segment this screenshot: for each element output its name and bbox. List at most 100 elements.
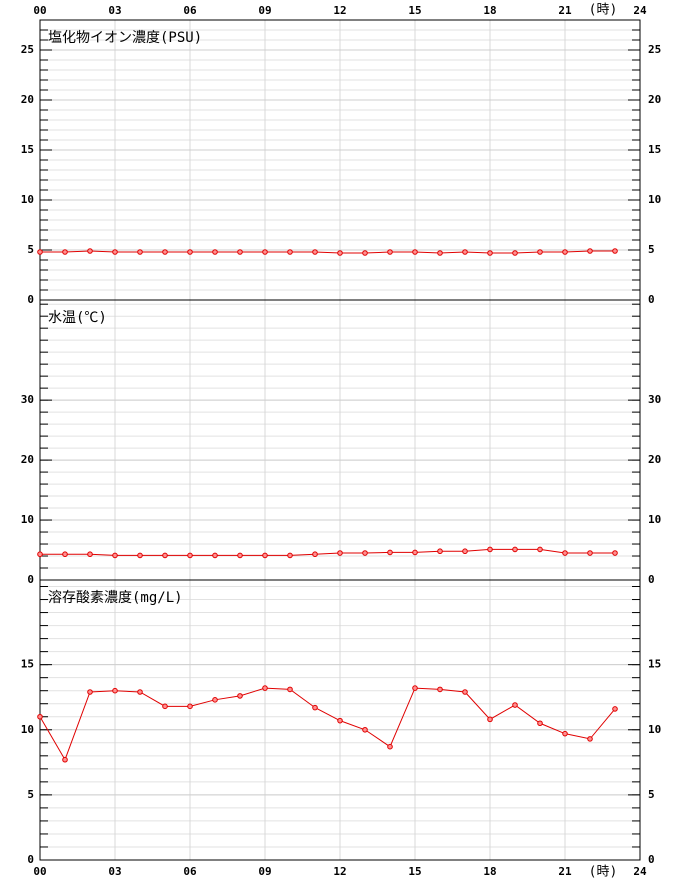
y-tick-label: 15 xyxy=(21,658,34,671)
data-point xyxy=(187,249,193,255)
data-line xyxy=(40,548,615,556)
data-line xyxy=(39,687,616,761)
x-tick-label: 00 xyxy=(33,865,46,878)
x-tick-label: 24 xyxy=(633,4,647,17)
data-point xyxy=(612,248,618,254)
data-point xyxy=(462,689,468,695)
data-point xyxy=(112,249,118,255)
data-point xyxy=(437,548,443,555)
data-point xyxy=(462,249,468,255)
y-tick-label: 0 xyxy=(27,573,34,586)
data-point xyxy=(362,250,368,256)
data-point xyxy=(162,249,168,255)
x-tick-label: 06 xyxy=(183,865,197,878)
y-tick-label: 5 xyxy=(27,788,34,801)
data-point xyxy=(387,249,393,255)
x-axis-unit: (時) xyxy=(589,865,618,880)
data-point xyxy=(562,249,568,255)
data-point xyxy=(212,697,218,703)
data-point xyxy=(312,551,318,558)
data-point xyxy=(37,713,43,720)
x-tick-label: 03 xyxy=(108,865,121,878)
data-point xyxy=(362,550,368,556)
data-point xyxy=(337,717,343,724)
data-point xyxy=(387,549,393,556)
data-point xyxy=(87,689,93,695)
y-tick-label: 0 xyxy=(27,293,34,306)
data-point xyxy=(262,552,268,559)
y2-tick-label: 30 xyxy=(648,393,661,406)
data-point xyxy=(462,548,468,555)
data-point xyxy=(562,550,568,556)
x-tick-label: 18 xyxy=(483,865,496,878)
x-tick-label: 24 xyxy=(633,865,647,878)
x-tick-label: 06 xyxy=(183,4,197,17)
data-point xyxy=(412,249,418,255)
y2-tick-label: 5 xyxy=(648,243,655,256)
data-point xyxy=(612,706,618,712)
data-point xyxy=(187,703,193,710)
data-point xyxy=(412,549,418,556)
data-point xyxy=(512,702,518,708)
y2-tick-label: 25 xyxy=(648,43,661,56)
y2-tick-label: 10 xyxy=(648,723,661,736)
y2-tick-label: 15 xyxy=(648,658,661,671)
data-point xyxy=(537,720,543,727)
data-point xyxy=(412,685,418,691)
data-point xyxy=(587,248,593,254)
x-tick-label: 12 xyxy=(333,865,346,878)
data-point xyxy=(137,552,143,559)
data-point xyxy=(312,704,318,711)
y-tick-label: 20 xyxy=(21,453,34,466)
y2-tick-label: 10 xyxy=(648,193,661,206)
data-point xyxy=(437,250,443,256)
y2-tick-label: 0 xyxy=(648,293,655,306)
panel-frame xyxy=(39,579,641,861)
data-point xyxy=(587,550,593,556)
data-point xyxy=(487,716,493,723)
data-point xyxy=(62,249,68,255)
data-point xyxy=(512,546,518,553)
x-tick-label: 21 xyxy=(558,4,572,17)
data-point xyxy=(162,552,168,559)
y2-tick-label: 5 xyxy=(648,788,655,801)
y-tick-label: 10 xyxy=(21,513,34,526)
data-point xyxy=(112,687,118,694)
y-tick-label: 0 xyxy=(27,853,34,866)
x-tick-label: 09 xyxy=(258,865,271,878)
x-tick-label: 09 xyxy=(258,4,271,17)
data-point xyxy=(587,736,593,742)
x-tick-label: 15 xyxy=(408,4,421,17)
data-point xyxy=(537,546,543,553)
y2-tick-label: 15 xyxy=(648,143,661,156)
data-line xyxy=(40,250,615,254)
data-point xyxy=(287,552,293,559)
data-point xyxy=(162,703,168,710)
y-tick-label: 5 xyxy=(27,243,34,256)
x-tick-label: 03 xyxy=(108,4,121,17)
y2-tick-label: 20 xyxy=(648,93,661,106)
data-point xyxy=(387,743,393,750)
data-point xyxy=(62,756,68,763)
data-point xyxy=(362,726,368,733)
data-point xyxy=(187,552,193,559)
data-point xyxy=(237,693,243,699)
data-point xyxy=(612,550,618,556)
y-tick-label: 10 xyxy=(21,193,34,206)
y-tick-label: 15 xyxy=(21,143,34,156)
data-point xyxy=(237,552,243,559)
data-point xyxy=(512,250,518,256)
data-point xyxy=(337,250,343,256)
panel-title: 溶存酸素濃度(mg/L) xyxy=(48,590,183,606)
y2-tick-label: 0 xyxy=(648,853,655,866)
data-point xyxy=(37,249,43,255)
y2-tick-label: 20 xyxy=(648,453,661,466)
y2-tick-label: 10 xyxy=(648,513,661,526)
panel-title: 塩化物イオン濃度(PSU) xyxy=(48,30,202,46)
data-point xyxy=(262,685,268,691)
x-tick-label: 00 xyxy=(33,4,46,17)
x-tick-label: 12 xyxy=(333,4,346,17)
y-tick-label: 25 xyxy=(21,43,34,56)
x-tick-label: 21 xyxy=(558,865,572,878)
